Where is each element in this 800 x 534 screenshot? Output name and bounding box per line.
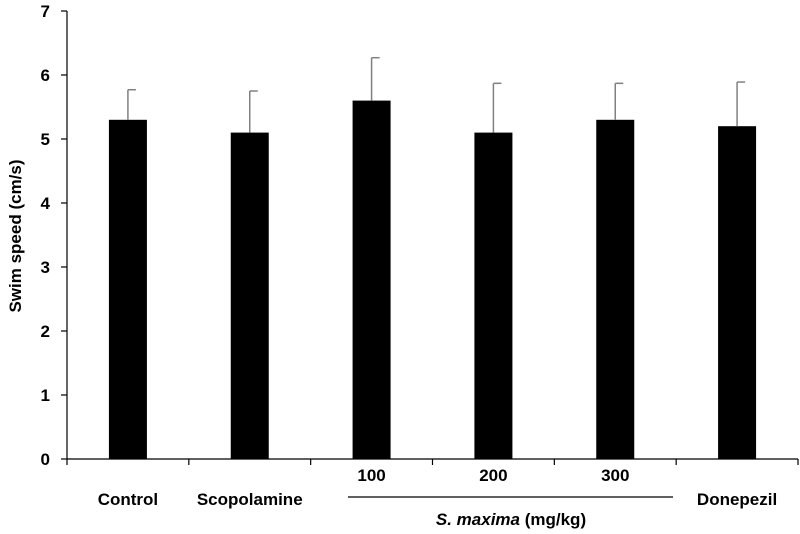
group-label-unit: (mg/kg) <box>520 510 586 529</box>
x-category-label-5: Donepezil <box>697 490 777 509</box>
x-category-label-0: Control <box>98 490 158 509</box>
group-label-species: S. maxima <box>436 510 520 529</box>
y-tick-label-4: 4 <box>41 194 51 213</box>
y-tick-label-1: 1 <box>41 386 50 405</box>
y-tick-label-2: 2 <box>41 322 50 341</box>
bar-2 <box>352 100 391 459</box>
plot-area: 0 1 2 3 4 5 6 7 Control Scopolamine 100 200 300 Donep… <box>41 2 799 509</box>
y-axis-title: Swim speed (cm/s) <box>6 159 25 312</box>
group-label: S. maxima (mg/kg) <box>348 496 673 529</box>
x-category-label-4: 300 <box>601 466 629 485</box>
y-tick-label-7: 7 <box>41 2 50 21</box>
y-tick-label-5: 5 <box>41 130 50 149</box>
y-tick-label-3: 3 <box>41 258 50 277</box>
svg-text:S. maxima (mg/kg): S. maxima (mg/kg) <box>436 510 586 529</box>
x-category-label-1: Scopolamine <box>197 490 303 509</box>
bar-1 <box>230 132 269 459</box>
y-tick-label-6: 6 <box>41 66 50 85</box>
y-tick-label-0: 0 <box>41 450 50 469</box>
bar-3 <box>474 132 513 459</box>
bar-0 <box>108 119 147 460</box>
x-category-label-3: 200 <box>479 466 507 485</box>
x-category-label-2: 100 <box>357 466 385 485</box>
bar-5 <box>718 126 757 459</box>
bar-4 <box>596 119 635 460</box>
